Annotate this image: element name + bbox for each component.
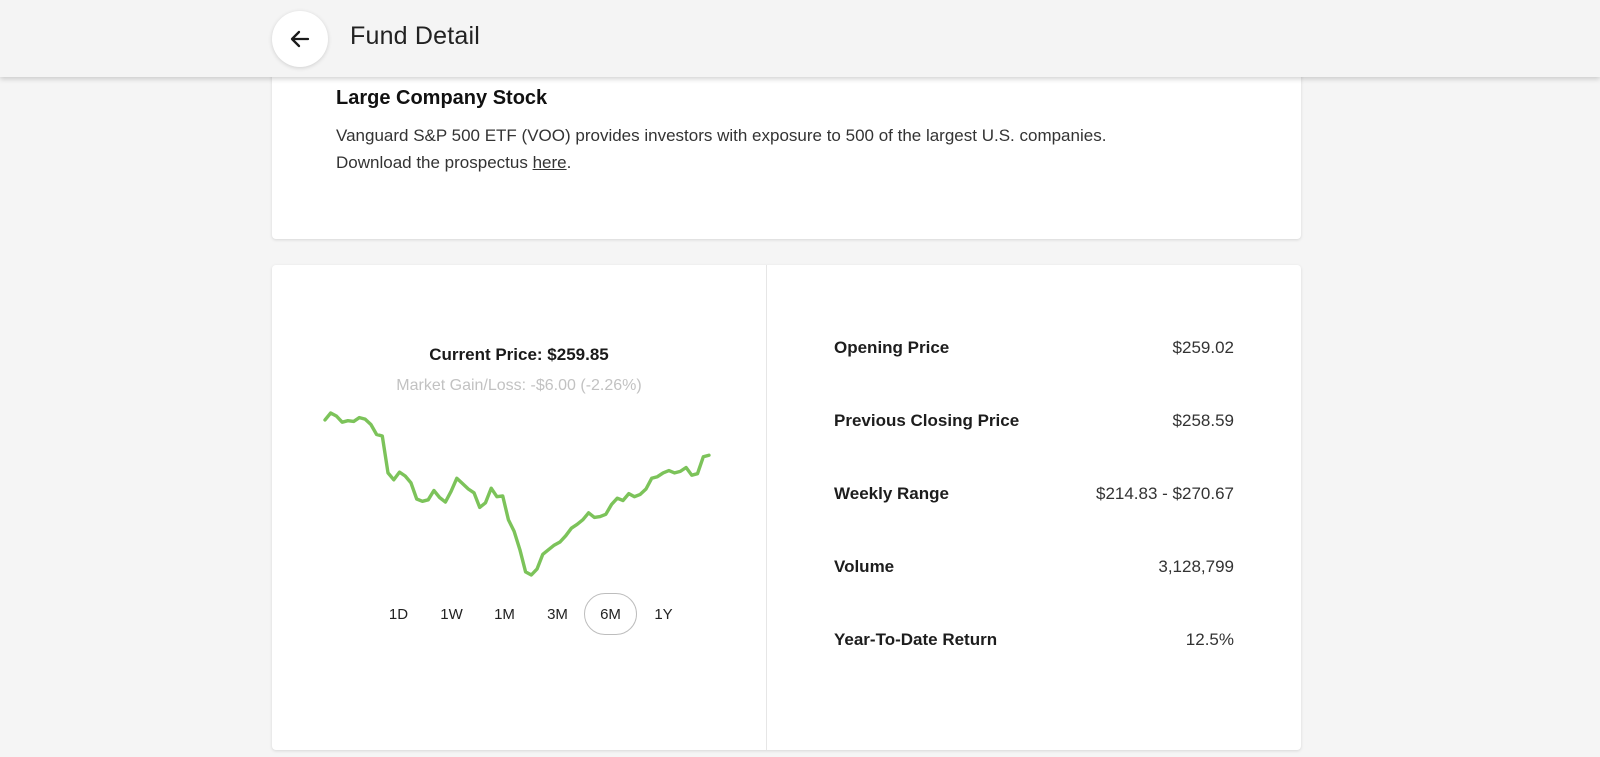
fund-description-text: Vanguard S&P 500 ETF (VOO) provides inve… xyxy=(336,126,1107,145)
stat-label: Volume xyxy=(834,557,895,576)
current-price: Current Price: $259.85 xyxy=(429,345,609,364)
fund-description: Vanguard S&P 500 ETF (VOO) provides inve… xyxy=(336,122,1236,176)
fund-detail-card: Current Price: $259.85 Market Gain/Loss:… xyxy=(272,265,1301,750)
back-button[interactable] xyxy=(272,11,328,67)
range-button-1y[interactable]: 1Y xyxy=(654,605,673,623)
prospectus-link[interactable]: here xyxy=(532,153,567,172)
range-button-1d[interactable]: 1D xyxy=(388,605,409,623)
stat-value: $259.02 xyxy=(1172,338,1234,357)
price-line xyxy=(323,411,711,577)
stat-label: Year-To-Date Return xyxy=(834,630,998,649)
range-button-1w[interactable]: 1W xyxy=(440,605,463,623)
stat-value: $258.59 xyxy=(1172,411,1234,430)
stat-label: Opening Price xyxy=(834,338,950,357)
stat-label: Weekly Range xyxy=(834,484,949,503)
range-button-6m[interactable]: 6M xyxy=(584,593,637,635)
card-divider xyxy=(766,265,767,750)
range-button-3m[interactable]: 3M xyxy=(547,605,568,623)
stat-value: 3,128,799 xyxy=(1158,557,1234,576)
stat-value: 12.5% xyxy=(1185,630,1234,649)
stat-value: $214.83 - $270.67 xyxy=(1095,484,1234,503)
price-chart xyxy=(323,411,711,577)
stat-row: Weekly Range $214.83 - $270.67 xyxy=(834,479,1234,509)
prospectus-prefix: Download the prospectus xyxy=(336,153,533,172)
stat-label: Previous Closing Price xyxy=(834,411,1020,430)
range-button-1m[interactable]: 1M xyxy=(494,605,515,623)
fund-category-heading: Large Company Stock xyxy=(336,87,548,109)
prospectus-suffix: . xyxy=(566,153,572,172)
top-bar: Fund Detail xyxy=(0,0,1600,77)
page-title: Fund Detail xyxy=(350,22,481,50)
stat-row: Volume 3,128,799 xyxy=(834,552,1234,582)
stat-row: Year-To-Date Return 12.5% xyxy=(834,625,1234,655)
time-range-selector: 1D 1W 1M 3M 6M 1Y xyxy=(372,593,690,635)
stat-row: Opening Price $259.02 xyxy=(834,333,1234,363)
stat-row: Previous Closing Price $258.59 xyxy=(834,406,1234,436)
fund-info-card: Large Company Stock Vanguard S&P 500 ETF… xyxy=(272,60,1301,239)
market-gain-loss: Market Gain/Loss: -$6.00 (-2.26%) xyxy=(396,377,642,394)
arrow-left-icon xyxy=(290,30,310,48)
